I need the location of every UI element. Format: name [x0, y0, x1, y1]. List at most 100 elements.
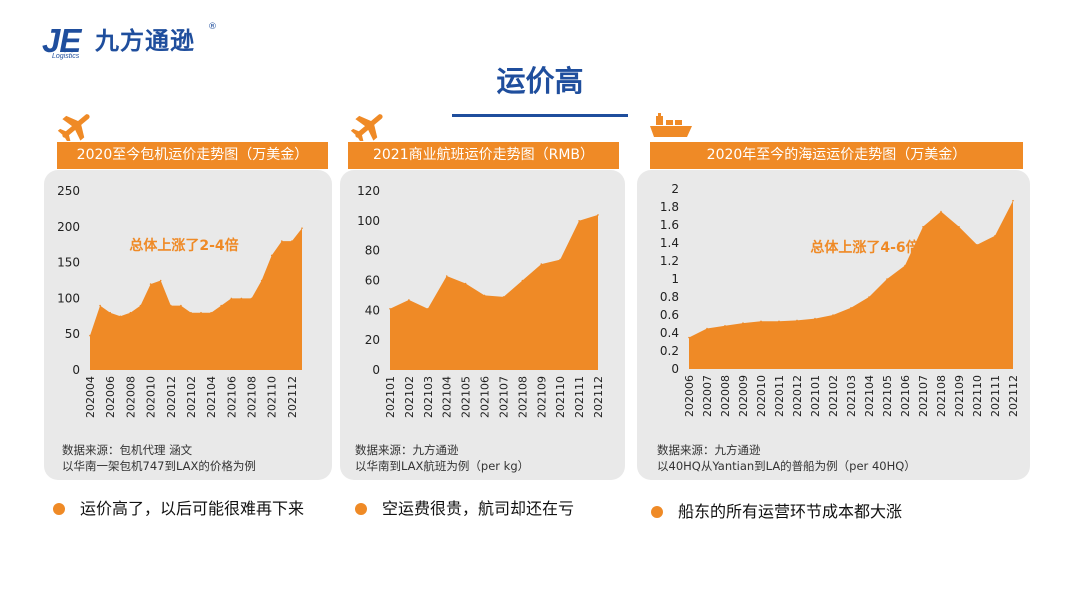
x-tick-label: 202009: [737, 375, 750, 417]
y-tick-label: 0.8: [660, 290, 679, 304]
data-point: [886, 278, 888, 280]
bullet-dot: [355, 503, 367, 515]
data-point: [1012, 199, 1014, 202]
source-line: 以40HQ从Yantian到LA的普船为例（per 40HQ）: [657, 459, 916, 473]
data-point: [724, 325, 726, 327]
bullet-text: 运价高了，以后可能很难再下来: [80, 499, 305, 518]
x-tick-label: 202102: [185, 376, 198, 418]
area-series: [90, 228, 302, 370]
data-point: [464, 282, 467, 285]
x-tick-label: 202012: [165, 376, 178, 418]
x-tick-label: 202111: [573, 376, 586, 418]
data-point: [149, 283, 152, 285]
data-point: [904, 264, 906, 267]
y-tick-label: 0: [372, 363, 380, 377]
y-tick-label: 150: [57, 256, 80, 270]
data-point: [868, 296, 870, 298]
x-tick-label: 202108: [246, 376, 259, 418]
logo-registered-mark: ®: [208, 22, 217, 32]
data-point: [170, 304, 172, 307]
y-tick-label: 0: [671, 362, 679, 376]
data-point: [778, 320, 780, 323]
data-point: [940, 210, 942, 213]
panel-header: 2020至今包机运价走势图（万美金）: [57, 142, 328, 169]
data-point: [190, 311, 192, 314]
y-tick-label: 20: [365, 333, 380, 347]
cargo-ship-icon: [649, 112, 692, 142]
chart-panel: 0 0.2 0.4 0.6 0.8 1 1.2 1.4 1.6 1.8 2 202006 202007 2…: [637, 170, 1030, 480]
x-tick-label: 202004: [84, 376, 97, 418]
source-line: 数据来源：九方通逊: [355, 443, 459, 457]
data-point: [89, 334, 91, 337]
data-point: [270, 254, 273, 257]
data-point: [408, 299, 410, 301]
data-point: [180, 304, 182, 307]
y-tick-label: 100: [57, 291, 80, 305]
y-tick-label: 1: [671, 272, 679, 286]
y-tick-label: 0.6: [660, 308, 679, 322]
data-point: [597, 214, 599, 216]
data-point: [427, 308, 429, 310]
x-tick-label: 202108: [935, 375, 948, 417]
chart-panel: 0 50 100 150 200 250 202004 202006 202008 202010 2…: [44, 170, 332, 480]
y-tick-label: 1.6: [660, 218, 679, 232]
data-point: [99, 304, 101, 307]
chart-annotation: 总体上涨了2-4倍: [129, 237, 238, 254]
y-tick-label: 250: [57, 184, 80, 198]
panel-header: 2020年至今的海运运价走势图（万美金）: [650, 142, 1023, 169]
data-point: [796, 319, 798, 322]
data-point: [159, 279, 162, 282]
x-tick-label: 202110: [554, 376, 567, 418]
y-tick-label: 60: [365, 274, 380, 288]
data-point: [250, 297, 253, 300]
x-tick-label: 202011: [773, 375, 786, 417]
x-tick-label: 202007: [701, 375, 714, 417]
x-tick-label: 202008: [124, 376, 137, 418]
source-line: 以华南一架包机747到LAX的价格为例: [62, 459, 256, 473]
company-logo: JE 九方通逊 ® Logistics: [42, 22, 232, 66]
y-tick-label: 1.8: [660, 200, 679, 214]
x-tick-label: 202104: [205, 376, 218, 418]
x-tick-label: 202111: [989, 375, 1002, 417]
area-series: [390, 214, 598, 370]
x-tick-label: 202112: [1007, 375, 1020, 417]
x-tick-label: 202101: [384, 376, 397, 418]
data-point: [850, 307, 852, 309]
data-point: [688, 336, 690, 339]
x-tick-label: 202105: [881, 375, 894, 417]
data-point: [200, 311, 202, 314]
bullet-text: 船东的所有运营环节成本都大涨: [678, 502, 903, 521]
data-point: [230, 297, 233, 300]
data-point: [742, 322, 744, 324]
y-tick-label: 80: [365, 244, 380, 258]
bullet-text: 空运费很贵，航司却还在亏: [382, 499, 575, 518]
x-tick-label: 202108: [516, 376, 529, 418]
x-tick-label: 202104: [441, 376, 454, 418]
chart-panel: 0 20 40 60 80 100 120 202101 202102 202103 202104 2…: [340, 170, 625, 480]
data-point: [760, 320, 762, 323]
x-tick-label: 202103: [845, 375, 858, 417]
source-line: 以华南到LAX航班为例（per kg）: [355, 459, 530, 473]
slide-title: 运价高: [496, 64, 584, 98]
y-tick-label: 2: [671, 182, 679, 196]
data-point: [129, 311, 132, 314]
x-tick-label: 202010: [145, 376, 158, 418]
data-point: [814, 317, 816, 320]
x-tick-label: 202012: [791, 375, 804, 417]
data-point: [976, 244, 978, 246]
data-point: [291, 240, 293, 242]
y-tick-label: 1.4: [660, 236, 679, 250]
x-tick-label: 202102: [403, 376, 416, 418]
data-point: [301, 227, 303, 229]
source-line: 数据来源：九方通逊: [657, 443, 761, 457]
x-tick-label: 202106: [479, 376, 492, 418]
y-tick-label: 100: [357, 214, 380, 228]
area-series: [689, 200, 1013, 369]
data-point: [958, 226, 960, 228]
x-tick-label: 202106: [899, 375, 912, 417]
data-point: [109, 311, 111, 314]
data-point: [706, 327, 708, 330]
data-point: [832, 314, 834, 316]
data-point: [119, 315, 122, 318]
data-point: [139, 304, 142, 307]
